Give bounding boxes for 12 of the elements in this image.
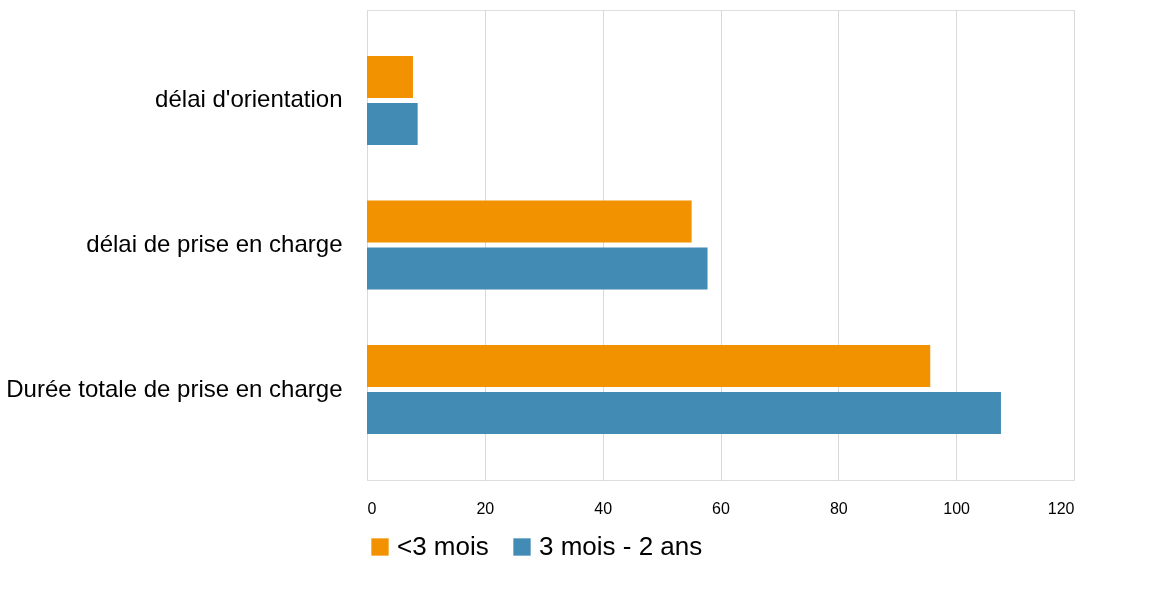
x-tick-label: 80 [829, 499, 848, 517]
y-tick-label: délai d'orientation [155, 85, 343, 113]
x-tick-label: 40 [594, 499, 613, 517]
x-tick-label: 60 [712, 499, 730, 517]
y-tick-label: délai de prise en charge [86, 230, 343, 257]
x-tick-label: 0 [367, 499, 377, 517]
x-tick-label: 120 [1047, 499, 1075, 517]
x-tick-label: 20 [476, 499, 495, 517]
y-tick-label: Durée totale de prise en charge [6, 374, 343, 402]
legend-label: 3 mois - 2 ans [539, 531, 703, 561]
x-tick-label: 100 [943, 499, 971, 517]
legend-label: <3 mois [397, 531, 489, 561]
